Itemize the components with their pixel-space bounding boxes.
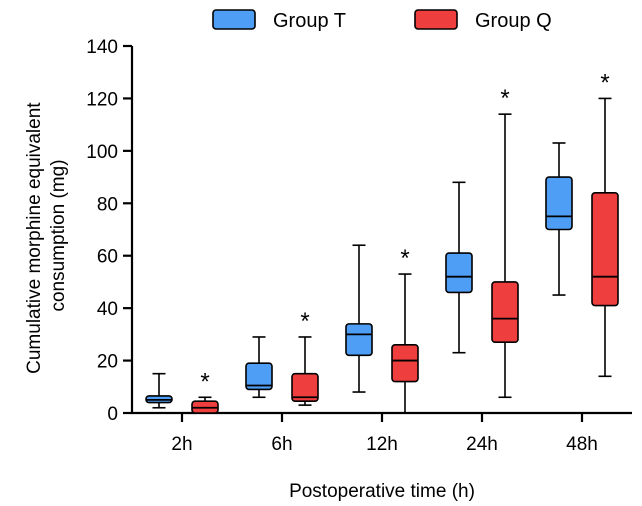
significance-marker: *: [500, 85, 509, 112]
box-group-q-24h: [491, 113, 519, 399]
x-tick-label: 24h: [466, 434, 498, 455]
significance-marker: *: [300, 308, 309, 335]
significance-marker: *: [400, 245, 409, 272]
iqr-box: [345, 323, 373, 357]
legend-label: Group Q: [475, 10, 552, 32]
legend-item: Group Q: [414, 9, 552, 32]
y-tick-label: 140: [86, 37, 118, 58]
legend-label: Group T: [273, 10, 346, 32]
iqr-box: [291, 372, 319, 403]
y-tick-label: 0: [107, 404, 118, 425]
box-group-q-6h: [291, 336, 319, 406]
y-tick-label: 60: [97, 247, 118, 268]
box-group-t-2h: [145, 372, 173, 409]
box-group-t-48h: [545, 142, 573, 296]
plot-area: * * * * *: [145, 69, 619, 414]
x-tick-label: 48h: [566, 434, 598, 455]
y-axis-title: Cumulative morphine equivalent consumpti…: [24, 97, 69, 374]
legend-item: Group T: [212, 9, 346, 32]
y-tick-label: 40: [97, 299, 118, 320]
x-tick-label: 2h: [171, 434, 192, 455]
y-tick-label: 100: [86, 142, 118, 163]
iqr-box: [391, 344, 419, 383]
box-group-t-6h: [245, 336, 273, 399]
legend-swatch: [212, 9, 256, 30]
legend: Group T Group Q: [212, 9, 552, 32]
y-axis-title-line-1: Cumulative morphine equivalent: [24, 102, 45, 374]
y-axis-title-line-2: consumption (mg): [48, 159, 69, 311]
box-group-q-2h: [191, 396, 219, 414]
iqr-box: [545, 176, 573, 231]
iqr-box: [445, 252, 473, 294]
iqr-box: [245, 362, 273, 391]
significance-marker: *: [600, 69, 609, 96]
box-group-t-24h: [445, 181, 473, 354]
iqr-box: [491, 281, 519, 344]
iqr-box: [591, 192, 619, 307]
significance-marker: *: [200, 368, 209, 395]
y-axis: 0 20 40 60 80 100 120 140: [86, 37, 134, 425]
x-axis: 2h 6h 12h 24h 48h: [131, 411, 632, 455]
box-group-q-12h: [391, 273, 419, 414]
x-tick-label: 6h: [271, 434, 292, 455]
legend-swatch: [414, 9, 458, 30]
y-tick-label: 120: [86, 89, 118, 110]
box-group-q-48h: [591, 97, 619, 378]
y-tick-label: 20: [97, 352, 118, 373]
y-tick-label: 80: [97, 194, 118, 215]
box-group-t-12h: [345, 244, 373, 393]
x-tick-label: 12h: [366, 434, 398, 455]
x-axis-title: Postoperative time (h): [289, 481, 475, 502]
